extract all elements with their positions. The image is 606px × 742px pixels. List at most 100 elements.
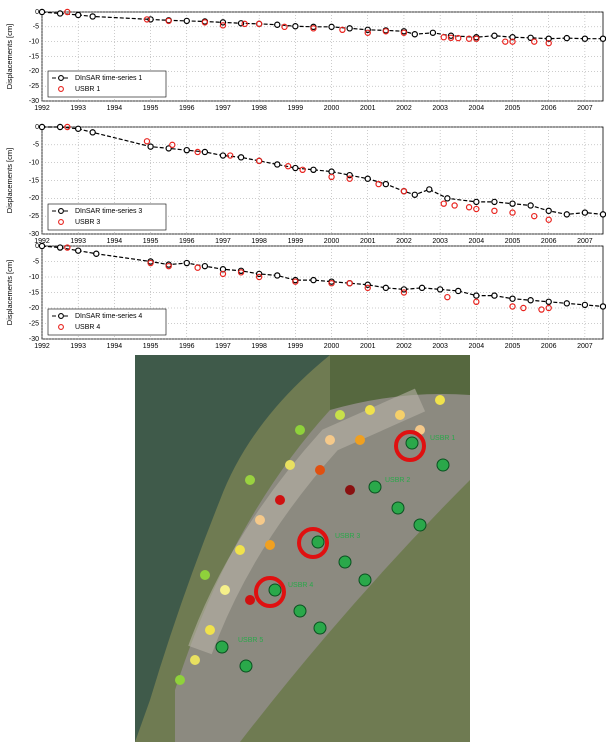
data-point xyxy=(510,296,515,301)
data-point xyxy=(184,18,189,23)
x-tick-label: 2002 xyxy=(396,343,412,350)
x-tick-label: 2003 xyxy=(432,238,448,245)
y-tick-label: -20 xyxy=(29,195,39,202)
x-tick-label: 2003 xyxy=(432,343,448,350)
x-tick-label: 1995 xyxy=(143,343,159,350)
x-tick-label: 1998 xyxy=(251,238,267,245)
data-point xyxy=(456,288,461,293)
legend-label: USBR 1 xyxy=(75,86,100,93)
point xyxy=(255,515,265,525)
point xyxy=(355,435,365,445)
x-tick-label: 2002 xyxy=(396,105,412,112)
benchmark xyxy=(339,556,351,568)
data-point xyxy=(582,302,587,307)
data-point xyxy=(275,273,280,278)
x-tick-label: 2003 xyxy=(432,105,448,112)
point xyxy=(285,460,295,470)
data-point xyxy=(275,22,280,27)
data-point xyxy=(184,260,189,265)
x-tick-label: 1999 xyxy=(288,238,304,245)
data-point xyxy=(528,298,533,303)
map-label: USBR 1 xyxy=(430,435,455,442)
benchmark xyxy=(216,641,228,653)
data-point xyxy=(76,126,81,131)
x-tick-label: 1997 xyxy=(215,343,231,350)
legend-marker xyxy=(59,314,64,319)
data-point xyxy=(76,12,81,17)
x-tick-label: 2001 xyxy=(360,238,376,245)
data-point xyxy=(90,14,95,19)
data-point xyxy=(492,199,497,204)
y-tick-label: -25 xyxy=(29,213,39,220)
data-point xyxy=(76,248,81,253)
legend-marker xyxy=(59,209,64,214)
page: 0 -5 -10 -15 -20 -25 -30 1992 1993 1994 1995 1996 19… xyxy=(0,0,606,742)
benchmark xyxy=(269,584,281,596)
x-tick-label: 2000 xyxy=(324,343,340,350)
data-point xyxy=(430,30,435,35)
x-tick-label: 1997 xyxy=(215,238,231,245)
x-tick-label: 1995 xyxy=(143,105,159,112)
data-point xyxy=(90,130,95,135)
legend-marker xyxy=(59,76,64,81)
data-point xyxy=(202,149,207,154)
y-tick-label: -10 xyxy=(29,160,39,167)
data-point xyxy=(39,9,44,14)
chart: 0-5-10-15-20-25-301992199319941995199619… xyxy=(5,243,606,350)
x-tick-label: 1997 xyxy=(215,105,231,112)
legend-label: DInSAR time-series 4 xyxy=(75,313,142,320)
y-tick-label: -15 xyxy=(29,177,39,184)
x-tick-label: 2005 xyxy=(505,238,521,245)
data-point xyxy=(293,24,298,29)
y-tick-label: -25 xyxy=(29,83,39,90)
data-point xyxy=(427,187,432,192)
data-point xyxy=(275,162,280,167)
point xyxy=(435,395,445,405)
point xyxy=(295,425,305,435)
map-label: USBR 4 xyxy=(288,582,313,589)
data-point xyxy=(546,208,551,213)
benchmark xyxy=(392,502,404,514)
data-point xyxy=(445,196,450,201)
x-tick-label: 1998 xyxy=(251,343,267,350)
data-point xyxy=(347,26,352,31)
y-tick-label: -25 xyxy=(29,320,39,327)
data-point xyxy=(564,36,569,41)
point xyxy=(205,625,215,635)
benchmark xyxy=(437,459,449,471)
y-tick-label: -30 xyxy=(29,231,39,238)
y-tick-label: -15 xyxy=(29,53,39,60)
data-point xyxy=(365,176,370,181)
data-point xyxy=(184,148,189,153)
data-point xyxy=(57,124,62,129)
x-tick-label: 1992 xyxy=(34,105,50,112)
x-tick-label: 1993 xyxy=(70,238,86,245)
y-tick-label: -20 xyxy=(29,68,39,75)
y-tick-label: -5 xyxy=(33,142,39,149)
x-tick-label: 2000 xyxy=(324,105,340,112)
benchmark xyxy=(406,437,418,449)
figure: 0 -5 -10 -15 -20 -25 -30 1992 1993 1994 1995 1996 19… xyxy=(0,0,606,742)
data-point xyxy=(329,24,334,29)
x-tick-label: 1996 xyxy=(179,105,195,112)
chart: 0-5-10-15-20-25-301992199319941995199619… xyxy=(5,124,606,245)
map-label: USBR 2 xyxy=(385,477,410,484)
x-tick-label: 2006 xyxy=(541,343,557,350)
point xyxy=(365,405,375,415)
point xyxy=(345,485,355,495)
x-tick-label: 2001 xyxy=(360,343,376,350)
y-tick-label: -15 xyxy=(29,289,39,296)
legend-label: DInSAR time-series 3 xyxy=(75,208,142,215)
x-tick-label: 1992 xyxy=(34,343,50,350)
benchmark xyxy=(240,660,252,672)
y-tick-label: -5 xyxy=(33,258,39,265)
x-tick-label: 1994 xyxy=(107,105,123,112)
point xyxy=(275,495,285,505)
data-point xyxy=(600,304,605,309)
point xyxy=(335,410,345,420)
data-point xyxy=(412,32,417,37)
y-tick-label: 0 xyxy=(35,124,39,131)
point xyxy=(315,465,325,475)
benchmark xyxy=(369,481,381,493)
benchmark xyxy=(359,574,371,586)
